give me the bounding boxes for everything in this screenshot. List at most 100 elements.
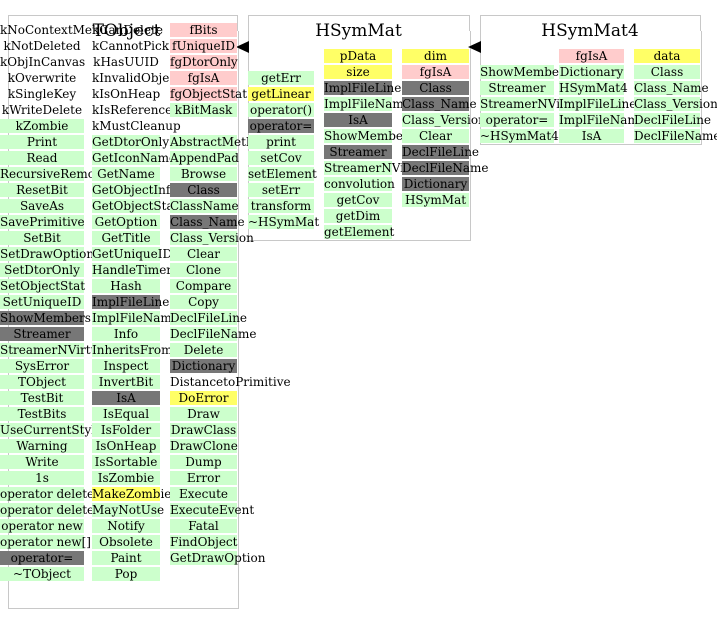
member-cell: ResetBit (0, 183, 84, 197)
member-cell: SavePrimitive (0, 215, 85, 229)
member-cell: Compare (170, 279, 237, 293)
member-cell: Class (402, 81, 469, 95)
member-cell: IsSortable (92, 455, 160, 469)
inheritance-arrow-hsymmat-to-tobject (236, 41, 249, 53)
member-cell: operator= (0, 551, 84, 565)
member-cell: Obsolete (92, 535, 160, 549)
member-cell: Print (0, 135, 84, 149)
member-cell: operator= (480, 113, 554, 127)
member-cell: RecursiveRemove (0, 167, 109, 181)
member-cell: Warning (0, 439, 84, 453)
member-cell: Class (634, 65, 700, 79)
hsymmat-title: HSymMat (315, 21, 402, 41)
member-cell: GetDrawOption (170, 551, 266, 565)
member-cell: Dictionary (170, 359, 237, 373)
member-cell: fgObjectStat (170, 87, 248, 101)
member-cell: Paint (92, 551, 160, 565)
member-cell: GetOption (92, 215, 160, 229)
member-cell: getDim (324, 209, 392, 223)
hsymmat4-frame-left (480, 15, 481, 31)
member-cell: DoError (170, 391, 237, 405)
member-cell: Class_Name (634, 81, 709, 95)
tobject-title: TObject (92, 21, 161, 41)
member-cell: TestBits (0, 407, 84, 421)
member-cell: IsA (92, 391, 160, 405)
member-cell: ShowMembers (324, 129, 415, 143)
member-cell: SaveAs (0, 199, 84, 213)
member-cell: ~HSymMat (248, 215, 320, 229)
member-cell: kHasUUID (93, 55, 159, 69)
member-cell: HSymMat4 (559, 81, 628, 95)
member-cell: HSymMat (402, 193, 469, 207)
member-cell: DeclFileLine (634, 113, 712, 127)
member-cell: ImplFileLine (324, 81, 402, 95)
member-cell: kBitMask (170, 103, 237, 117)
member-cell: IsFolder (92, 423, 160, 437)
member-cell: Dictionary (559, 65, 624, 79)
hsymmat-frame-right (469, 15, 470, 31)
member-cell: Hash (92, 279, 160, 293)
member-cell: kNoContextMenu (0, 23, 108, 37)
member-cell: StreamerNVirtual (480, 97, 590, 111)
hsymmat-frame-top (248, 15, 469, 16)
member-cell: SetDtorOnly (0, 263, 84, 277)
member-cell: kMustCleanup (92, 119, 181, 133)
member-cell: dim (402, 49, 469, 63)
member-cell: Pop (92, 567, 160, 581)
member-cell: ClassName (170, 199, 239, 213)
member-cell: size (324, 65, 392, 79)
member-cell: ShowMembers (480, 65, 571, 79)
member-cell: DrawClone (170, 439, 238, 453)
member-cell: 1s (0, 471, 84, 485)
member-cell: IsA (324, 113, 392, 127)
hsymmat4-title: HSymMat4 (541, 21, 639, 41)
member-cell: ImplFileName (324, 97, 411, 111)
member-cell: Streamer (480, 81, 554, 95)
member-cell: setErr (248, 183, 314, 197)
member-cell: getErr (248, 71, 314, 85)
member-cell: kWriteDelete (1, 103, 83, 117)
member-cell: InheritsFrom (92, 343, 173, 357)
member-cell: ImplFileLine (92, 295, 170, 309)
member-cell: MayNotUse (92, 503, 165, 517)
member-cell: operator new (0, 519, 84, 533)
member-cell: Delete (170, 343, 237, 357)
member-cell: Streamer (0, 327, 84, 341)
member-cell: Read (0, 151, 84, 165)
member-cell: ImplFileName (92, 311, 179, 325)
hsymmat-frame-left (248, 15, 249, 31)
member-cell: DrawClass (170, 423, 237, 437)
member-cell: StreamerNVirtual (0, 343, 110, 357)
member-cell: DeclFileLine (402, 145, 480, 159)
member-cell: Browse (170, 167, 237, 181)
member-cell: fgDtorOnly (170, 55, 238, 69)
member-cell: Class (170, 183, 237, 197)
member-cell: IsOnHeap (92, 439, 160, 453)
member-cell: setCov (248, 151, 314, 165)
member-cell: InvertBit (92, 375, 160, 389)
member-cell: SetUniqueID (0, 295, 84, 309)
member-cell: kInvalidObject (92, 71, 181, 85)
member-cell: transform (248, 199, 314, 213)
member-cell: kSingleKey (7, 87, 77, 101)
member-cell: fBits (170, 23, 237, 37)
member-cell: kCannotPick (92, 39, 170, 53)
member-cell: print (248, 135, 314, 149)
member-cell: Clear (402, 129, 469, 143)
member-cell: SysError (0, 359, 84, 373)
member-cell: operator delete (0, 487, 95, 501)
member-cell: kZombie (0, 119, 84, 133)
member-cell: Fatal (170, 519, 237, 533)
member-cell: kIsOnHeap (92, 87, 161, 101)
member-cell: kOverwrite (7, 71, 77, 85)
member-cell: Info (92, 327, 160, 341)
member-cell: Execute (170, 487, 237, 501)
member-cell: Class_Version (170, 231, 254, 245)
member-cell: HandleTimer (92, 263, 173, 277)
member-cell: getElement (324, 225, 395, 239)
tobject-frame-left (8, 15, 9, 31)
member-cell: getLinear (248, 87, 314, 101)
member-cell: fgIsA (402, 65, 469, 79)
member-cell: SetBit (0, 231, 84, 245)
member-cell: TestBit (0, 391, 84, 405)
